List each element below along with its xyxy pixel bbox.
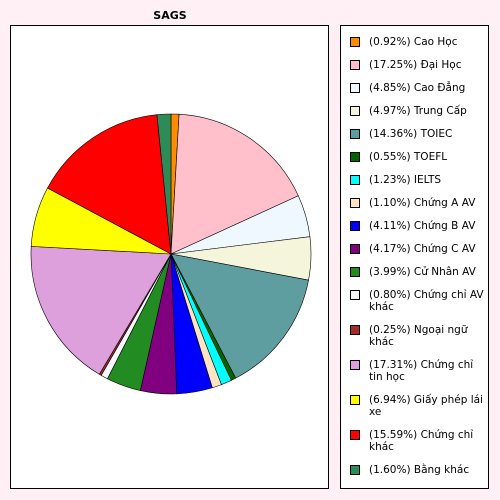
legend-item-15: (6.94%) Giấy phép lái xe xyxy=(350,394,486,418)
legend-label: (6.94%) Giấy phép lái xe xyxy=(369,394,483,418)
plot-panel xyxy=(10,25,329,489)
legend-item-10: (4.17%) Chứng C AV xyxy=(350,243,486,255)
pie-slice-17 xyxy=(156,113,172,255)
legend-swatch xyxy=(350,60,360,70)
legend-item-2: (17.25%) Đại Học xyxy=(350,59,486,71)
legend-item-17: (1.60%) Bằng khác xyxy=(350,464,486,476)
legend-item-8: (1.10%) Chứng A AV xyxy=(350,197,486,209)
legend-swatch xyxy=(350,37,360,47)
legend-label: (1.10%) Chứng A AV xyxy=(369,197,476,209)
legend-item-11: (3.99%) Cử Nhân AV xyxy=(350,266,486,278)
legend-item-1: (0.92%) Cao Học xyxy=(350,36,486,48)
legend-label: (0.92%) Cao Học xyxy=(369,36,458,48)
legend-swatch xyxy=(350,221,360,231)
pie-slice-2 xyxy=(170,113,299,255)
pie-slice-14 xyxy=(30,246,172,375)
legend: (0.92%) Cao Học (17.25%) Đại Học (4.85%) C… xyxy=(340,25,489,489)
legend-swatch xyxy=(350,325,360,335)
legend-swatch xyxy=(350,83,360,93)
legend-swatch xyxy=(350,106,360,116)
legend-label: (4.11%) Chứng B AV xyxy=(369,220,476,232)
legend-label: (4.97%) Trung Cấp xyxy=(369,105,467,117)
pie-slice-16 xyxy=(47,114,172,255)
legend-label: (17.31%) Chứng chỉ tin học xyxy=(369,359,474,383)
legend-item-3: (4.85%) Cao Đẳng xyxy=(350,82,486,94)
legend-item-6: (0.55%) TOEFL xyxy=(350,151,486,163)
legend-label: (0.55%) TOEFL xyxy=(369,151,448,163)
legend-label: (4.17%) Chứng C AV xyxy=(369,243,476,255)
legend-label: (1.23%) IELTS xyxy=(369,174,442,186)
legend-label: (4.85%) Cao Đẳng xyxy=(369,82,466,94)
legend-item-13: (0.25%) Ngoại ngữ khác xyxy=(350,324,486,348)
pie-slice-5 xyxy=(170,253,309,379)
legend-swatch xyxy=(350,244,360,254)
legend-item-16: (15.59%) Chứng chỉ khác xyxy=(350,429,486,453)
legend-item-9: (4.11%) Chứng B AV xyxy=(350,220,486,232)
legend-swatch xyxy=(350,152,360,162)
legend-swatch xyxy=(350,198,360,208)
legend-label: (14.36%) TOIEC xyxy=(369,128,453,140)
legend-swatch xyxy=(350,175,360,185)
chart-title: SAGS xyxy=(153,9,187,22)
legend-label: (0.80%) Chứng chỉ AV khác xyxy=(369,289,484,313)
legend-item-7: (1.23%) IELTS xyxy=(350,174,486,186)
legend-swatch xyxy=(350,290,360,300)
legend-label: (17.25%) Đại Học xyxy=(369,59,462,71)
legend-item-12: (0.80%) Chứng chỉ AV khác xyxy=(350,289,486,313)
legend-label: (15.59%) Chứng chỉ khác xyxy=(369,429,474,453)
pie-chart xyxy=(30,113,312,395)
legend-item-4: (4.97%) Trung Cấp xyxy=(350,105,486,117)
legend-swatch xyxy=(350,129,360,139)
legend-item-5: (14.36%) TOIEC xyxy=(350,128,486,140)
legend-swatch xyxy=(350,360,360,370)
legend-swatch xyxy=(350,395,360,405)
legend-label: (1.60%) Bằng khác xyxy=(369,464,470,476)
legend-item-14: (17.31%) Chứng chỉ tin học xyxy=(350,359,486,383)
legend-label: (0.25%) Ngoại ngữ khác xyxy=(369,324,468,348)
legend-swatch xyxy=(350,465,360,475)
legend-swatch xyxy=(350,430,360,440)
legend-label: (3.99%) Cử Nhân AV xyxy=(369,266,476,278)
legend-swatch xyxy=(350,267,360,277)
